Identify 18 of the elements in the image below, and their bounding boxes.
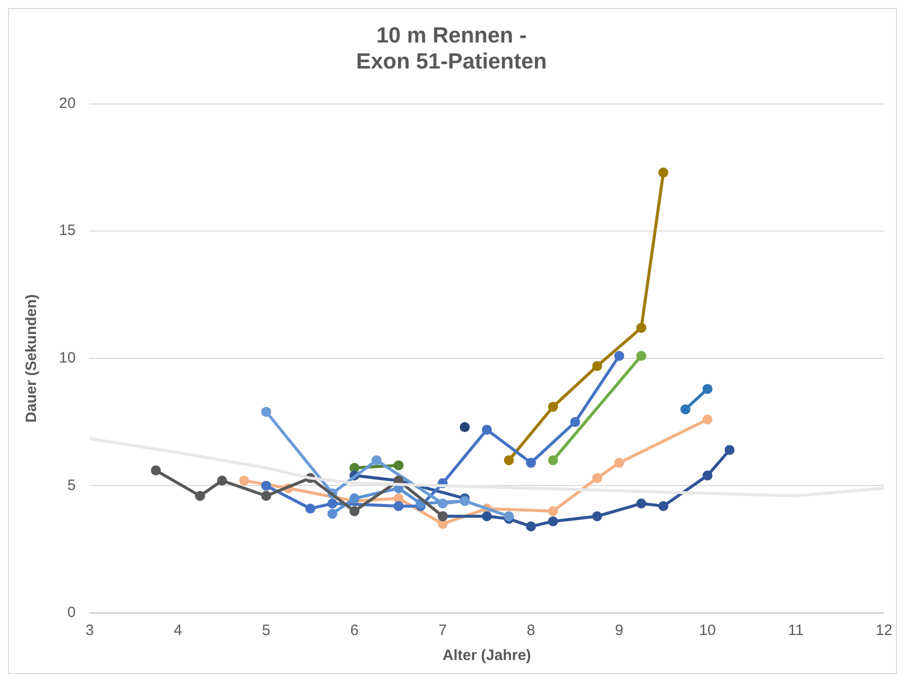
x-tick-label: 6 — [350, 622, 359, 640]
x-tick-label: 5 — [262, 622, 270, 640]
x-tick-label: 4 — [174, 622, 182, 640]
x-tick-label: 12 — [876, 622, 892, 640]
y-tick-label: 0 — [67, 604, 76, 622]
chart-title: 10 m Rennen - Exon 51-Patienten — [356, 22, 547, 74]
x-axis-title: Alter (Jahre) — [442, 647, 532, 664]
y-axis-title: Dauer (Sekunden) — [23, 294, 40, 423]
x-tick-label: 8 — [526, 622, 536, 640]
y-tick-label: 15 — [58, 222, 76, 240]
y-tick-label: 10 — [58, 350, 76, 367]
x-tick-label: 7 — [438, 622, 447, 640]
y-tick-label: 5 — [67, 476, 76, 494]
x-tick-label: 3 — [86, 622, 94, 640]
x-tick-label: 11 — [788, 622, 804, 640]
y-tick-label: 20 — [58, 94, 76, 112]
x-tick-label: 10 — [699, 622, 716, 640]
x-tick-label: 9 — [615, 622, 624, 640]
